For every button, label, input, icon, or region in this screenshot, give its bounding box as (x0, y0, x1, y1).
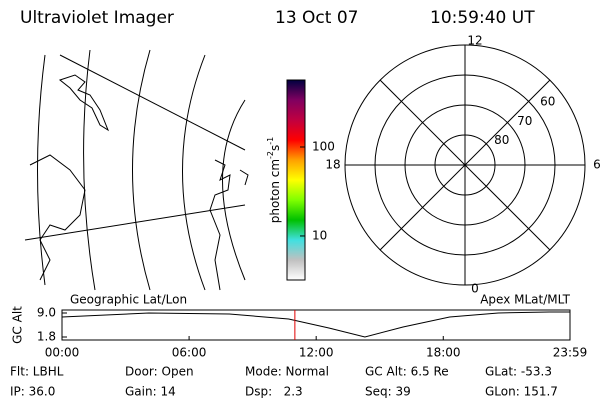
status-field: Gain: 14 (125, 385, 176, 399)
ring-label: 60 (540, 95, 555, 109)
ring-label: 80 (494, 133, 509, 147)
mlt-label: 6 (593, 158, 600, 172)
label-part: s (268, 145, 282, 151)
status-field: Door: Open (125, 365, 194, 379)
y-tick-label: 9.0 (37, 306, 56, 320)
label-part: -2 (266, 151, 275, 159)
label-part: -1 (266, 137, 275, 145)
tick-label: 10 (312, 228, 327, 242)
y-tick-label: 1.8 (37, 330, 56, 344)
spoke (379, 79, 551, 251)
status-field: GLon: 151.7 (485, 385, 558, 399)
mlt-label: 18 (325, 158, 340, 172)
status: Flt: LBHL Door: Open Mode: Normal GC Alt: 6… (10, 365, 558, 399)
x-tick-label: 00:00 (45, 346, 80, 360)
instrument: Ultraviolet Imager (20, 8, 174, 28)
tick-label: 100 (312, 139, 335, 153)
status-field: Seq: 39 (365, 385, 411, 399)
colorbar: 10 100 (286, 79, 335, 281)
status-field: GLat: -53.3 (485, 365, 552, 379)
status-field: Mode: Normal (245, 365, 329, 379)
label-part: photon cm (268, 159, 282, 223)
timeline: Geographic Lat/Lon Apex MLat/MLT GC Alt 9.0… (11, 293, 588, 360)
status-field: GC Alt: 6.5 Re (365, 365, 449, 379)
y-label: GC Alt (11, 306, 25, 344)
map (24, 49, 249, 291)
ring-label: 70 (517, 114, 532, 128)
mlt-label: 12 (467, 34, 482, 48)
mlt-label: 0 (471, 282, 479, 296)
status-field: Flt: LBHL (10, 365, 64, 379)
x-tick-label: 18:00 (426, 346, 461, 360)
x-tick-label: 12:00 (299, 346, 334, 360)
status-field: Dsp: 2.3 (245, 385, 303, 399)
status-field: IP: 36.0 (10, 385, 55, 399)
x-tick-label: 23:59 (553, 346, 588, 360)
altitude-line (61, 311, 570, 338)
time: 10:59:40 UT (430, 8, 535, 28)
colorbar-fill (286, 79, 306, 281)
right-label: Apex MLat/MLT (480, 293, 570, 307)
left-label: Geographic Lat/Lon (70, 293, 187, 307)
date: 13 Oct 07 (275, 8, 358, 28)
x-tick-label: 06:00 (172, 346, 207, 360)
colorbar-label: photon cm-2s-1 (266, 137, 282, 224)
